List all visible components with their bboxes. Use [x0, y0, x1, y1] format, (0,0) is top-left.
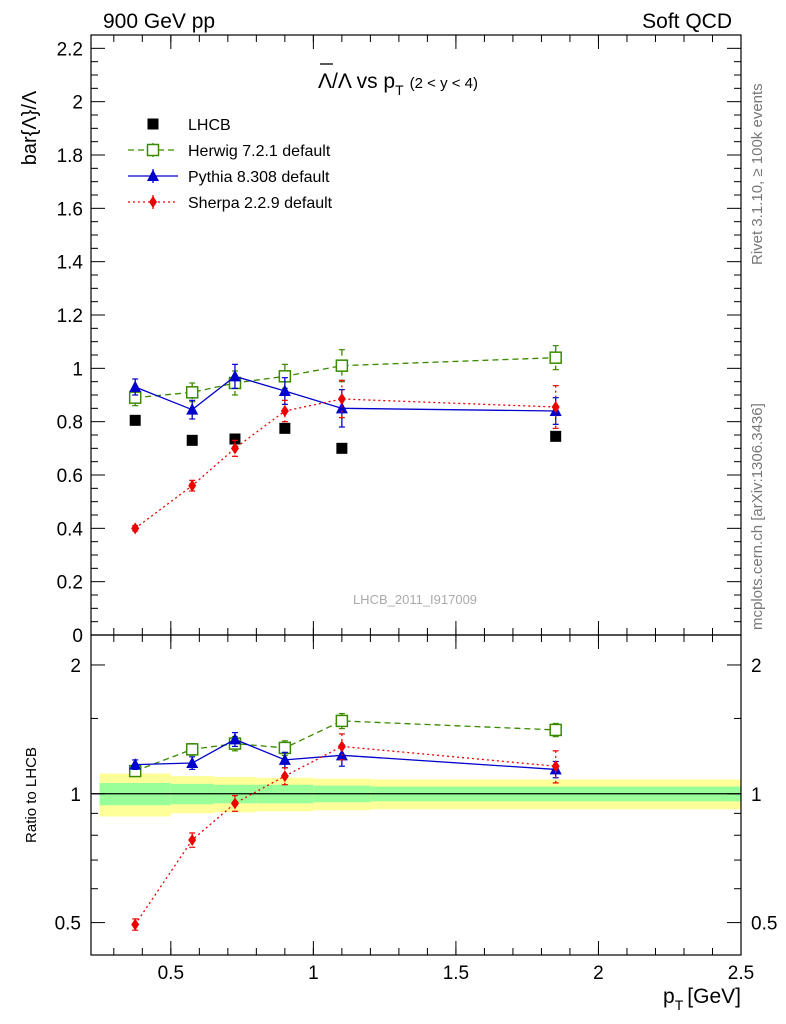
main-lhcb-point: [186, 434, 198, 446]
ratio-y-tick-label-right: 2: [751, 656, 762, 677]
main-sherpa-point: [131, 522, 140, 535]
ratio-pythia-point: [278, 753, 291, 765]
x-tick-label: 2: [593, 963, 604, 984]
ratio-sherpa-point: [337, 740, 346, 753]
ratio-pythia-point: [228, 732, 241, 745]
ratio-y-tick-label: 0.5: [55, 914, 81, 935]
ratio-sherpa-point: [551, 760, 560, 773]
main-y-tick-label: 0.2: [57, 573, 83, 594]
legend-marker: [147, 118, 159, 130]
ratio-y-tick-label-right: 0.5: [751, 914, 777, 935]
legend-label: LHCB: [188, 117, 231, 134]
x-tick-label: 0.5: [158, 963, 184, 984]
main-herwig-line: [135, 357, 556, 399]
watermark-label: LHCB_2011_I917009: [353, 592, 477, 607]
main-pythia-point: [186, 403, 199, 415]
legend-label: Sherpa 2.2.9 default: [188, 195, 333, 212]
main-y-tick-label: 2.2: [57, 39, 83, 60]
ratio-plot-frame: [90, 634, 742, 956]
main-y-tick-label: 1: [72, 359, 83, 380]
ratio-pythia-point: [129, 758, 142, 770]
ratio-herwig-point: [549, 723, 562, 737]
main-sherpa-line: [134, 398, 556, 529]
ratio-sherpa-line: [134, 745, 556, 925]
ratio-y-tick-label: 2: [70, 656, 81, 677]
ratio-plot-panel: 0.5 0.5 1 1 2 2 0.5 1 1.5 2 2.5 Ratio to LHCB pT [G…: [23, 634, 777, 1013]
main-lhcb-point: [550, 430, 562, 442]
main-pythia-line: [134, 375, 556, 412]
ratio-sherpa-point: [230, 797, 239, 810]
mcplots-label: mcplots.cern.ch [arXiv:1306.3436]: [749, 403, 766, 630]
main-y-tick-label: 0.6: [57, 466, 83, 487]
ratio-y-tick-label-right: 1: [751, 785, 762, 806]
category-label: Soft QCD: [642, 10, 732, 33]
main-y-tick-label: 0.4: [57, 519, 84, 540]
rivet-version-label: Rivet 3.1.10, ≥ 100k events: [749, 83, 766, 265]
main-herwig-point: [185, 386, 199, 399]
main-sherpa-point: [280, 405, 289, 417]
main-herwig-point: [335, 359, 349, 372]
main-y-tick-label: 0: [72, 626, 83, 647]
legend-marker: [146, 143, 160, 157]
x-axis-label: pT [GeV]: [663, 985, 741, 1013]
main-y-tick-label: 1.4: [57, 253, 84, 274]
main-pythia-point: [228, 369, 241, 382]
main-pythia-point: [278, 384, 291, 396]
main-plot-panel: 0 0.2 0.4 0.6 0.8 1 1.2 1.4 1.6 1.8 2 2.2 LHCB_2011…: [19, 34, 742, 647]
main-sherpa-point: [188, 479, 197, 492]
main-sherpa-point: [337, 393, 346, 405]
ratio-y-tick-label: 1: [70, 785, 81, 806]
main-pythia-point: [129, 380, 142, 392]
main-lhcb-point: [336, 442, 348, 454]
x-axis-label-subscript: T: [675, 997, 684, 1013]
main-y-tick-label: 1.2: [57, 306, 83, 327]
main-lhcb-point: [279, 422, 291, 434]
main-title-condition: (2 < y < 4): [410, 75, 478, 92]
main-title-subscript: T: [395, 82, 404, 98]
collision-label: 900 GeV pp: [103, 10, 215, 33]
x-axis-label-main: p: [663, 985, 675, 1008]
x-tick-label: 1: [308, 963, 319, 984]
main-y-tick-label: 0.8: [57, 413, 83, 434]
main-title: Λ/Λ vs pT (2 < y < 4): [318, 63, 478, 98]
main-y-tick-label: 1.6: [57, 199, 83, 220]
main-herwig-point: [549, 351, 562, 364]
main-sherpa-point: [230, 442, 239, 455]
svg-text:Λ/Λ vs pT(2 < y < 4): Λ/Λ vs pT (2 < y < 4): [318, 70, 478, 98]
legend-label: Pythia 8.308 default: [188, 169, 330, 186]
x-tick-label: 1.5: [443, 963, 469, 984]
ratio-pythia-point: [186, 756, 199, 769]
legend-label: Herwig 7.2.1 default: [188, 143, 331, 160]
x-axis-label-unit: [GeV]: [687, 985, 741, 1008]
legend: LHCB Herwig 7.2.1 default Pythia 8.308 def…: [128, 117, 333, 212]
ratio-herwig-point: [185, 743, 199, 756]
main-lhcb-point: [229, 433, 241, 445]
ratio-herwig-point: [335, 714, 349, 728]
legend-marker: [149, 196, 157, 208]
main-title-text: Λ/Λ vs p: [318, 70, 395, 93]
main-lhcb-point: [129, 414, 141, 426]
main-y-axis-label: bar{Λ}/Λ: [19, 90, 41, 165]
main-y-tick-label: 2: [72, 93, 83, 114]
ratio-sherpa-point: [131, 918, 140, 931]
legend-marker: [147, 169, 159, 181]
ratio-herwig-line: [134, 720, 556, 772]
ratio-y-axis-label: Ratio to LHCB: [23, 747, 40, 843]
main-pythia-point: [335, 401, 348, 414]
main-sherpa-point: [551, 401, 560, 413]
x-tick-label: 2.5: [728, 963, 754, 984]
ratio-pythia-line: [135, 738, 556, 771]
main-y-tick-label: 1.8: [57, 146, 83, 167]
ratio-sherpa-point: [280, 770, 289, 783]
ratio-sherpa-point: [188, 833, 197, 846]
